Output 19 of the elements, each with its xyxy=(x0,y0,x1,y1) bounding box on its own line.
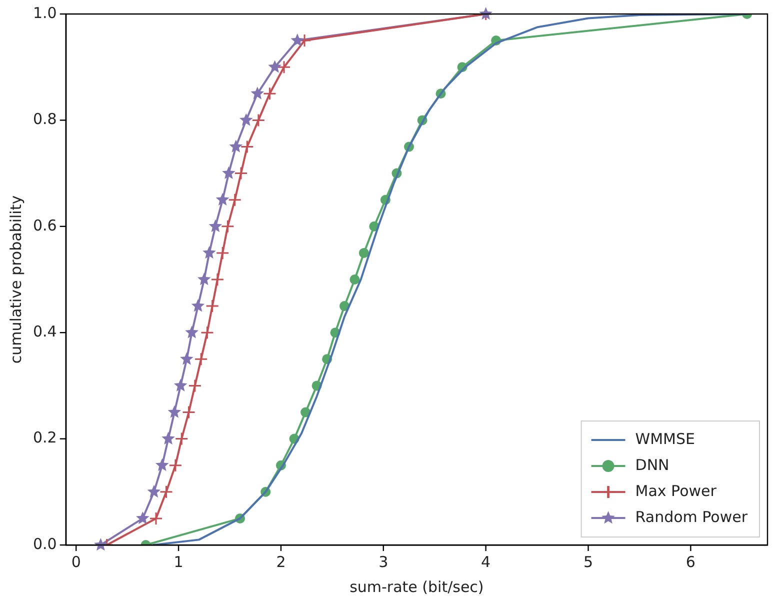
x-tick-label: 0 xyxy=(71,552,81,571)
y-tick-label: 0.4 xyxy=(32,322,57,340)
x-tick-label: 4 xyxy=(481,552,491,571)
y-tick-label: 1.0 xyxy=(32,4,57,22)
y-tick-label: 0.8 xyxy=(32,110,57,128)
x-axis-title: sum-rate (bit/sec) xyxy=(350,578,484,596)
legend-label: Max Power xyxy=(635,482,718,500)
legend-label: DNN xyxy=(635,456,670,474)
x-tick-label: 6 xyxy=(686,552,696,571)
y-tick-label: 0.6 xyxy=(32,216,57,234)
y-tick-label: 0.0 xyxy=(32,534,57,553)
x-tick-label: 3 xyxy=(378,552,388,571)
legend-label: Random Power xyxy=(635,508,748,526)
x-tick-label: 1 xyxy=(174,552,184,571)
y-tick-label: 0.2 xyxy=(32,428,57,447)
x-tick-label: 5 xyxy=(583,552,594,571)
legend-label: WMMSE xyxy=(635,430,695,448)
y-axis-title: cumulative probability xyxy=(6,195,25,364)
x-tick-label: 2 xyxy=(276,552,286,571)
